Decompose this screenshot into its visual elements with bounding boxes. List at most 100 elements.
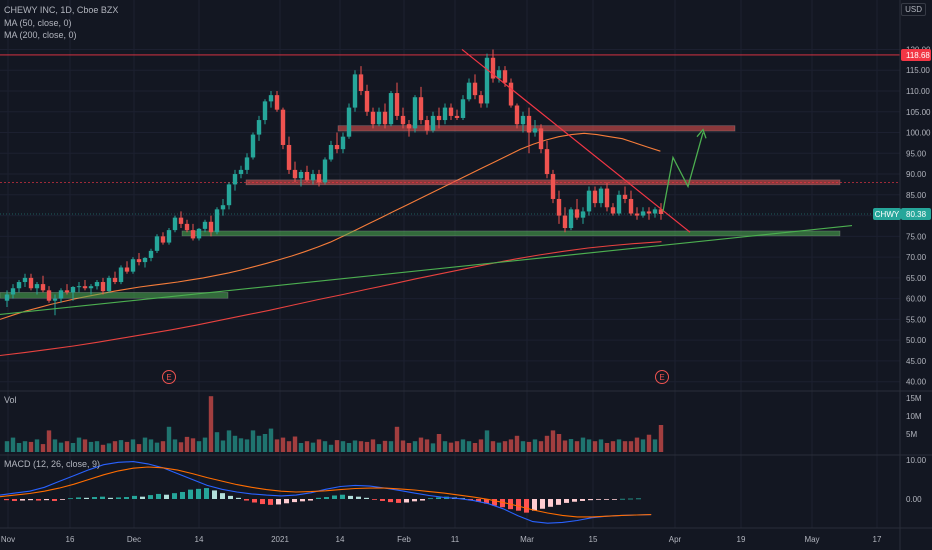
volume-bar [496,442,502,452]
macd-histogram-bar [468,499,473,501]
price-tick-label: 60.00 [906,295,927,304]
volume-bar [118,440,124,452]
symbol-title[interactable]: CHEWY INC, 1D, Cboe BZX [4,5,119,15]
candle-body [592,190,598,204]
macd-histogram-bar [44,499,49,501]
macd-histogram-bar [492,499,497,506]
time-tick-label: 14 [336,535,345,544]
volume-tick-label: 10M [906,412,922,421]
macd-histogram-bar [340,494,345,499]
candle-body [610,207,616,214]
candle-body [88,286,94,289]
volume-bar [10,437,16,452]
candle-body [574,209,580,218]
macd-histogram-bar [372,499,377,500]
macd-histogram-bar [36,499,41,501]
time-tick-label: Nov [1,535,15,544]
candle-body [124,267,130,272]
macd-histogram-bar [68,498,73,500]
volume-bar [382,440,388,452]
candle-body [202,221,208,229]
volume-bar [172,439,178,452]
candle-body [292,169,298,179]
macd-histogram-bar [588,499,593,501]
candle-body [184,223,190,231]
price-tick-label: 95.00 [906,149,927,158]
volume-bar [526,441,532,452]
time-tick-label: 15 [589,535,598,544]
earnings-marker [162,370,176,384]
volume-bar [88,441,94,452]
volume-bar [484,430,490,452]
candlestick-series [4,49,664,316]
macd-histogram-bar [92,497,97,499]
candle-body [304,171,310,181]
ma50-legend[interactable]: MA (50, close, 0) [4,18,72,28]
ma200-legend[interactable]: MA (200, close, 0) [4,30,77,40]
candle-body [220,205,226,210]
volume-bar [472,443,478,452]
volume-bar [532,439,538,452]
volume-label[interactable]: Vol [4,395,17,405]
macd-histogram-bar [556,499,561,505]
macd-histogram-bar [388,499,393,503]
volume-bar [418,437,424,452]
candle-body [634,213,640,216]
volume-bar [658,425,664,452]
volume-bar [64,441,70,452]
macd-histogram-bar [308,499,313,501]
price-tag-label: 80.38 [906,210,927,219]
macd-histogram-bar [284,499,289,504]
volume-bar [340,441,346,452]
currency-badge[interactable]: USD [901,3,926,16]
price-tick-label: 50.00 [906,336,927,345]
candle-body [154,236,160,251]
ma50-path [0,132,661,320]
volume-bar [190,438,196,452]
macd-histogram-bar [436,497,441,499]
macd-histogram-bar [100,496,105,499]
volume-bar [622,441,628,452]
candle-body [100,282,106,292]
candle-body [556,198,562,216]
volume-tick-label: 15M [906,394,922,403]
candle-body [208,221,214,233]
volume-bar [592,441,598,452]
candle-body [370,111,376,125]
candle-body [490,57,496,79]
macd-line [0,461,652,524]
macd-histogram-bar [268,499,273,505]
candle-body [262,101,268,121]
macd-histogram-bar [116,497,121,499]
volume-bar [16,443,22,452]
volume-bar [52,439,58,452]
volume-bar [208,396,214,452]
price-tick-label: 40.00 [906,378,927,387]
support-zone-76 [181,230,841,237]
volume-bar [280,437,286,452]
candle-body [106,277,112,292]
macd-tick-label: 0.00 [906,495,922,504]
macd-histogram-bar [12,499,17,501]
candle-body [10,288,16,295]
macd-histogram-bar [204,488,209,499]
macd-histogram-bar [356,496,361,499]
time-tick-label: Feb [397,535,411,544]
candle-body [340,136,346,150]
macd-histogram-bar [476,499,481,502]
candle-body [76,286,82,288]
candle-body [652,209,658,214]
candle-body [616,194,622,214]
candle-body [532,128,538,133]
volume-bar [316,439,322,452]
candle-body [514,105,520,125]
volume-bar [424,439,430,452]
volume-bar [250,430,256,452]
volume-bar [328,444,334,452]
macd-label[interactable]: MACD (12, 26, close, 9) [4,459,101,469]
macd-histogram-bar [380,499,385,501]
earnings-marker-label: E [659,373,664,382]
macd-histogram-bar [220,493,225,499]
